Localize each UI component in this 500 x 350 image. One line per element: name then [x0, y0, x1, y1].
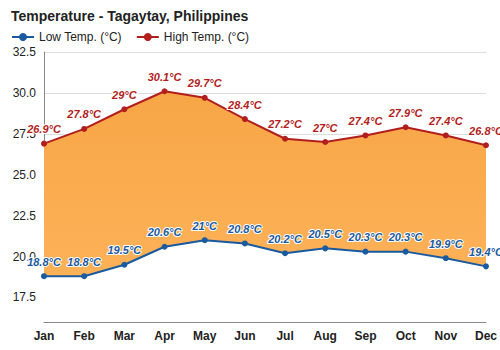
svg-text:21°C: 21°C	[191, 220, 218, 232]
svg-text:20.3°C: 20.3°C	[348, 231, 384, 243]
svg-text:30.1°C: 30.1°C	[148, 71, 183, 83]
svg-text:Jan: Jan	[34, 329, 55, 343]
svg-text:28.4°C: 28.4°C	[227, 99, 263, 111]
svg-text:27.2°C: 27.2°C	[267, 118, 303, 130]
svg-text:Oct: Oct	[396, 329, 416, 343]
svg-text:Dec: Dec	[475, 329, 497, 343]
svg-text:Apr: Apr	[154, 329, 175, 343]
svg-text:Aug: Aug	[314, 329, 337, 343]
svg-text:20.8°C: 20.8°C	[227, 223, 263, 235]
svg-text:32.5: 32.5	[13, 45, 37, 59]
svg-text:Jul: Jul	[276, 329, 293, 343]
svg-text:19.4°C: 19.4°C	[469, 246, 500, 258]
svg-text:High Temp. (°C): High Temp. (°C)	[164, 30, 249, 44]
svg-text:Sep: Sep	[354, 329, 376, 343]
svg-text:27.5: 27.5	[12, 126, 36, 141]
svg-text:17.5: 17.5	[13, 290, 37, 304]
svg-text:26.9°C: 26.9°C	[26, 123, 62, 135]
svg-text:19.5°C: 19.5°C	[107, 244, 142, 256]
svg-text:19.9°C: 19.9°C	[429, 238, 464, 250]
svg-text:29.7°C: 29.7°C	[187, 77, 223, 89]
svg-text:20.5°C: 20.5°C	[307, 228, 343, 240]
svg-text:18.8°C: 18.8°C	[67, 256, 102, 268]
svg-text:May: May	[193, 329, 217, 343]
svg-text:27.8°C: 27.8°C	[66, 108, 102, 120]
svg-text:Nov: Nov	[434, 329, 457, 343]
svg-text:18.8°C: 18.8°C	[27, 256, 62, 268]
svg-text:Temperature - Tagaytay, Philip: Temperature - Tagaytay, Philippines	[11, 8, 248, 24]
svg-text:27°C: 27°C	[312, 122, 339, 134]
svg-text:Mar: Mar	[114, 329, 136, 343]
svg-text:27.4°C: 27.4°C	[428, 115, 464, 127]
svg-text:20.2°C: 20.2°C	[267, 233, 303, 245]
svg-text:Low Temp. (°C): Low Temp. (°C)	[39, 30, 122, 44]
svg-text:Feb: Feb	[74, 329, 95, 343]
svg-text:30.0: 30.0	[13, 86, 37, 100]
svg-text:27.9°C: 27.9°C	[388, 107, 424, 119]
svg-text:22.5: 22.5	[13, 209, 37, 223]
svg-text:20.6°C: 20.6°C	[147, 226, 183, 238]
svg-text:Jun: Jun	[234, 329, 255, 343]
svg-text:26.8°C: 26.8°C	[468, 125, 500, 137]
svg-text:29°C: 29°C	[111, 89, 138, 101]
svg-text:27.4°C: 27.4°C	[348, 115, 384, 127]
svg-text:20.0: 20.0	[12, 249, 36, 264]
svg-text:20.3°C: 20.3°C	[388, 231, 424, 243]
svg-text:25.0: 25.0	[13, 168, 37, 182]
